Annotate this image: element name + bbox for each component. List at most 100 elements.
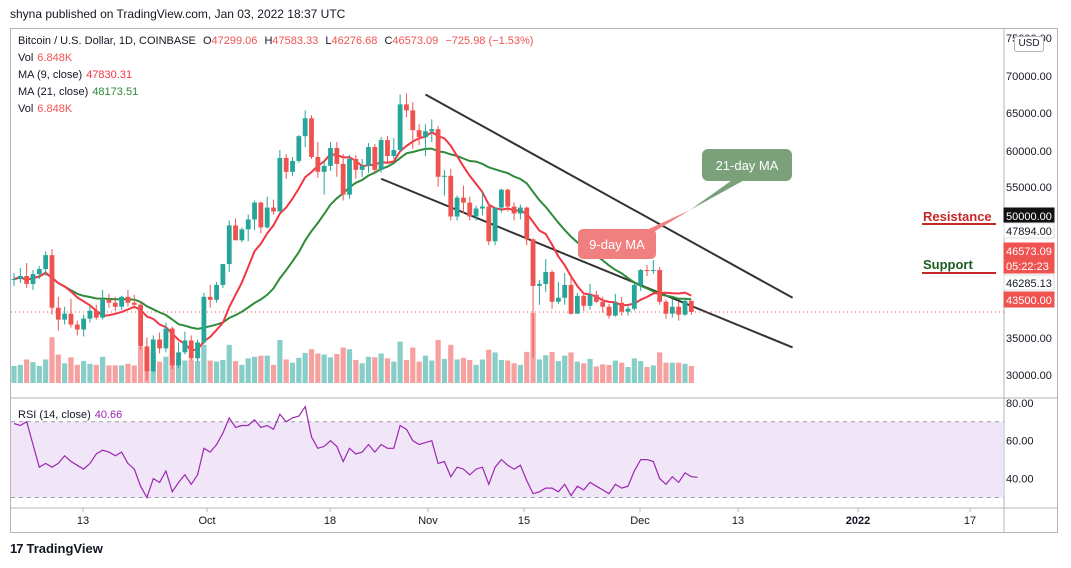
candle-body bbox=[93, 310, 99, 318]
candle-body bbox=[68, 313, 74, 325]
volume-bar bbox=[270, 364, 277, 383]
volume-bar bbox=[201, 344, 207, 383]
volume-bar bbox=[688, 365, 694, 383]
volume-bar bbox=[36, 365, 42, 383]
candle-body bbox=[252, 202, 257, 220]
volume-bar bbox=[460, 357, 467, 383]
candle-body bbox=[378, 140, 384, 170]
candle-body bbox=[657, 270, 663, 302]
candle-body bbox=[62, 313, 68, 320]
volume-bar bbox=[606, 364, 612, 383]
volume-bar bbox=[81, 361, 87, 383]
volume-bar bbox=[30, 362, 36, 383]
candle-body bbox=[169, 328, 175, 366]
candle-body bbox=[43, 255, 49, 270]
chart-frame[interactable] bbox=[10, 28, 1058, 533]
candle-body bbox=[334, 148, 340, 164]
volume-bar bbox=[163, 356, 169, 383]
price-axis-tick: 30000.00 bbox=[1006, 370, 1052, 382]
ohlc-open-label: O bbox=[202, 35, 212, 47]
volume-bar bbox=[568, 352, 574, 383]
volume-bar bbox=[536, 359, 542, 383]
volume-bar bbox=[473, 364, 479, 383]
volume-bar bbox=[524, 351, 530, 383]
ma9-callout-box bbox=[578, 229, 656, 259]
candle-body bbox=[321, 165, 327, 172]
ohlc-high: 47583.33 bbox=[272, 35, 319, 47]
volume-bar bbox=[55, 354, 61, 383]
volume-bar bbox=[226, 344, 232, 383]
candle-body bbox=[518, 207, 523, 214]
time-axis-label: Nov bbox=[418, 515, 438, 527]
candle-body bbox=[11, 278, 17, 280]
candle-body bbox=[49, 255, 55, 308]
candle-body bbox=[606, 306, 612, 316]
time-axis-label: 15 bbox=[518, 515, 530, 527]
volume-bar bbox=[492, 352, 498, 383]
volume-bar bbox=[283, 359, 289, 383]
ohlc-open: 47299.06 bbox=[211, 35, 258, 47]
volume-bar bbox=[125, 363, 131, 383]
volume-bar bbox=[112, 365, 118, 383]
volume-bar bbox=[43, 359, 49, 383]
candle-body bbox=[581, 295, 587, 306]
candle-body bbox=[214, 284, 219, 300]
currency-button[interactable]: USD bbox=[1014, 36, 1044, 52]
time-axis-label: 18 bbox=[324, 515, 336, 527]
candle-body bbox=[347, 158, 352, 195]
volume-bar bbox=[441, 358, 448, 383]
candle-body bbox=[87, 310, 93, 319]
candle-body bbox=[55, 307, 61, 320]
candle-body bbox=[340, 163, 346, 195]
volume-bar bbox=[644, 367, 650, 383]
candle-body bbox=[448, 175, 454, 217]
candle-body bbox=[410, 110, 416, 131]
volume-bar bbox=[220, 360, 226, 383]
volume-bar bbox=[631, 358, 637, 383]
price-badge-text: 43500.00 bbox=[1006, 295, 1052, 307]
price-axis-tick: 70000.00 bbox=[1006, 71, 1052, 83]
volume-bar bbox=[384, 358, 391, 383]
candle-body bbox=[505, 189, 511, 207]
candle-body bbox=[435, 129, 441, 177]
volume-bar bbox=[359, 363, 365, 383]
volume-bar bbox=[239, 364, 245, 383]
candle-body bbox=[593, 294, 599, 302]
volume-bar bbox=[562, 355, 568, 383]
volume-bar bbox=[416, 361, 422, 383]
candle-body bbox=[226, 225, 232, 265]
candle-body bbox=[397, 104, 403, 151]
candle-body bbox=[587, 294, 593, 306]
candle-body bbox=[182, 340, 188, 353]
price-badge-bg bbox=[1003, 222, 1055, 239]
volume-bar bbox=[403, 360, 410, 383]
ma21-callout-pointer bbox=[690, 178, 748, 210]
volume-bar bbox=[11, 365, 17, 383]
volume-bar bbox=[353, 360, 359, 383]
volume-bar bbox=[119, 365, 125, 383]
tradingview-mark-icon: 17 bbox=[10, 541, 24, 556]
candle-body bbox=[157, 339, 162, 349]
candle-body bbox=[663, 301, 669, 314]
volume-bar bbox=[289, 362, 296, 383]
candle-body bbox=[100, 299, 106, 318]
support-label: Support bbox=[923, 257, 973, 272]
ma21-legend: MA (21, close) 48173.51 bbox=[18, 86, 142, 98]
ma9-label: MA (9, close) bbox=[18, 69, 83, 81]
volume-bar bbox=[669, 362, 675, 383]
rsi-axis-tick: 40.00 bbox=[1006, 474, 1034, 486]
volume-bar bbox=[315, 353, 321, 383]
ohlc-low: 46276.68 bbox=[331, 35, 378, 47]
tradingview-logo[interactable]: 17 TradingView bbox=[10, 541, 103, 556]
publisher-line: shyna published on TradingView.com, Jan … bbox=[10, 7, 346, 21]
ohlc-high-label: H bbox=[264, 35, 273, 47]
time-axis-label: 13 bbox=[77, 515, 89, 527]
volume-bar bbox=[619, 362, 625, 383]
candle-body bbox=[290, 160, 295, 172]
volume-bar bbox=[454, 359, 460, 383]
volume-bar bbox=[334, 354, 340, 383]
candle-body bbox=[144, 346, 150, 372]
volume-bar bbox=[663, 362, 669, 383]
price-badge-bg bbox=[1003, 274, 1055, 291]
